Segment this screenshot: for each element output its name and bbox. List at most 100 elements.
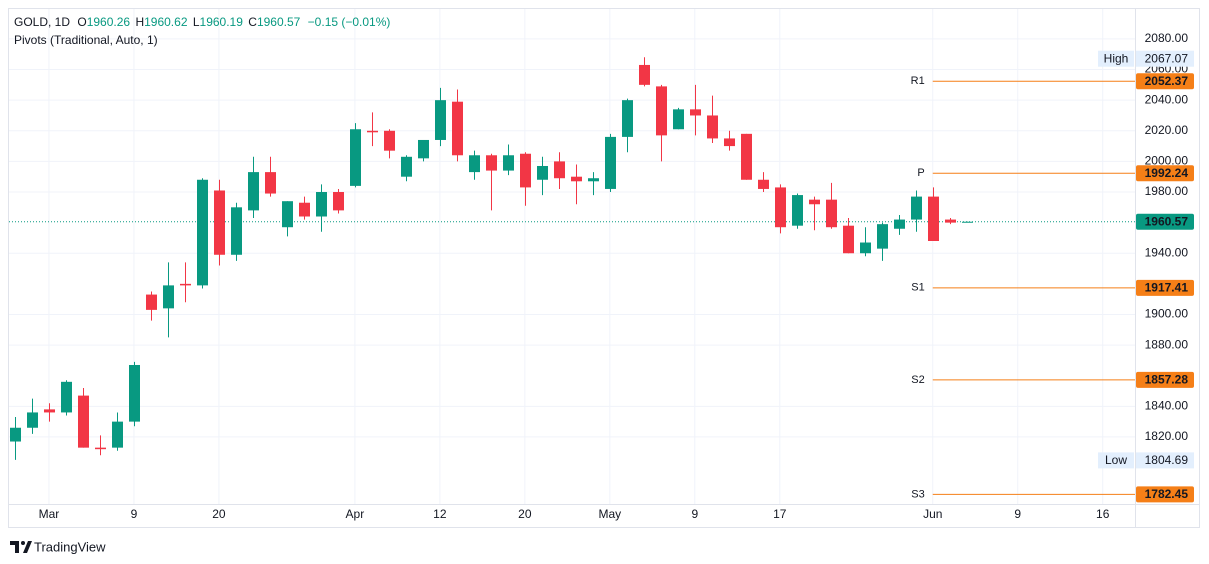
candle-body xyxy=(299,202,310,217)
y-tick-label: 2020.00 xyxy=(1145,123,1189,137)
pivot-label: S2 xyxy=(911,374,924,386)
candle-body xyxy=(214,190,225,255)
x-tick-label: May xyxy=(598,507,621,521)
indicator: Pivots (Traditional, Auto, 1) xyxy=(14,33,158,47)
ohlc-label: L xyxy=(193,15,200,29)
x-tick-label: Apr xyxy=(346,507,365,521)
x-tick-label: 9 xyxy=(131,507,138,521)
candle-body xyxy=(962,221,973,223)
candle-body xyxy=(758,179,769,189)
x-tick-label: 20 xyxy=(212,507,226,521)
frame xyxy=(8,8,1200,528)
x-tick-label: 16 xyxy=(1096,507,1110,521)
candle-body xyxy=(129,364,140,422)
candle-body xyxy=(622,100,633,137)
y-tick-label: 1880.00 xyxy=(1145,337,1189,351)
y-tick-label: 2000.00 xyxy=(1145,154,1189,168)
marker-label: Low xyxy=(1105,453,1127,467)
pivot-value: 1992.24 xyxy=(1145,166,1189,180)
pivot-label: R1 xyxy=(911,75,925,87)
marker-value: 1804.69 xyxy=(1145,453,1189,467)
ohlc-label: C xyxy=(248,15,257,29)
x-tick-label: 12 xyxy=(433,507,447,521)
x-tick-label: 9 xyxy=(1014,507,1021,521)
last-price-badge xyxy=(1136,213,1194,230)
x-tick-label: Jun xyxy=(923,507,942,521)
candle-body xyxy=(316,192,327,217)
pivot-label: P xyxy=(917,167,924,179)
candle-body xyxy=(554,161,565,179)
candle-body xyxy=(690,109,701,116)
marker-badge xyxy=(1136,50,1194,67)
candle-body xyxy=(639,64,650,85)
header: GOLD, 1D O1960.26 H1960.62 L1960.19 C196… xyxy=(14,15,390,29)
candle-body xyxy=(877,224,888,249)
candle-body xyxy=(792,195,803,226)
logo-icon xyxy=(21,541,25,545)
x-tick-label: 9 xyxy=(691,507,698,521)
ohlc-value: 1960.62 xyxy=(144,15,188,29)
candle-body xyxy=(843,225,854,254)
plot: Mar 9 20 Apr 12 20 May 9 17 Jun 9 16 1820.00 1840.00 1… xyxy=(9,9,1200,527)
candle-body xyxy=(197,179,208,286)
pivot-value: 1782.45 xyxy=(1145,487,1189,501)
change: −0.15 (−0.01%) xyxy=(308,15,391,29)
ohlc-value: 1960.19 xyxy=(200,15,244,29)
candle-body xyxy=(265,172,276,194)
candle-body xyxy=(401,156,412,177)
candle-body xyxy=(180,283,191,286)
marker-value: 2067.07 xyxy=(1145,51,1189,65)
y-tick-label: 1820.00 xyxy=(1145,429,1189,443)
candle-body xyxy=(707,115,718,139)
x-tick-label: 17 xyxy=(773,507,787,521)
candle-body xyxy=(945,219,956,223)
pivot-badge xyxy=(1136,486,1194,503)
candle-body xyxy=(384,130,395,151)
y-tick-label: 1900.00 xyxy=(1145,307,1189,321)
ohlc-label: O xyxy=(77,15,86,29)
candle-body xyxy=(809,199,820,205)
candle-body xyxy=(928,196,939,241)
candle-body xyxy=(826,199,837,228)
x-tick-label: Mar xyxy=(39,507,60,521)
y-tick-label: 1840.00 xyxy=(1145,398,1189,412)
logo-icon xyxy=(10,541,32,553)
candle-body xyxy=(112,421,123,448)
candle-body xyxy=(27,412,38,428)
candle-body xyxy=(741,133,752,180)
pivot-badge xyxy=(1136,371,1194,388)
y-tick-label: 2040.00 xyxy=(1145,92,1189,106)
last-price-value: 1960.57 xyxy=(1145,214,1189,228)
candle-body xyxy=(44,409,55,413)
candle-body xyxy=(367,130,378,133)
candle-body xyxy=(775,187,786,228)
candle-body xyxy=(588,178,599,182)
candle-body xyxy=(724,138,735,147)
pivot-badge xyxy=(1136,73,1194,90)
candle-body xyxy=(605,136,616,189)
candle-body xyxy=(673,109,684,130)
candle-body xyxy=(350,129,361,186)
candle-body xyxy=(860,242,871,254)
candle-body xyxy=(146,294,157,310)
pivot-badge xyxy=(1136,279,1194,296)
candle-body xyxy=(231,207,242,255)
symbol: GOLD, 1D xyxy=(14,15,70,29)
candle-body xyxy=(469,155,480,173)
candle-body xyxy=(282,201,293,228)
candle-body xyxy=(452,101,463,156)
ohlc-value: 1960.57 xyxy=(257,15,301,29)
y-tick-label: 1980.00 xyxy=(1145,184,1189,198)
marker-badge xyxy=(1098,452,1134,469)
candle-body xyxy=(894,219,905,229)
pivot-value: 1857.28 xyxy=(1145,373,1189,387)
candle-body xyxy=(333,192,344,211)
y-tick-label: 2080.00 xyxy=(1145,31,1189,45)
brand: TradingView xyxy=(34,539,106,554)
candle-body xyxy=(95,447,106,450)
candle-body xyxy=(520,153,531,188)
x-tick-label: 20 xyxy=(518,507,532,521)
candle-body xyxy=(248,172,259,211)
candle-body xyxy=(78,395,89,448)
